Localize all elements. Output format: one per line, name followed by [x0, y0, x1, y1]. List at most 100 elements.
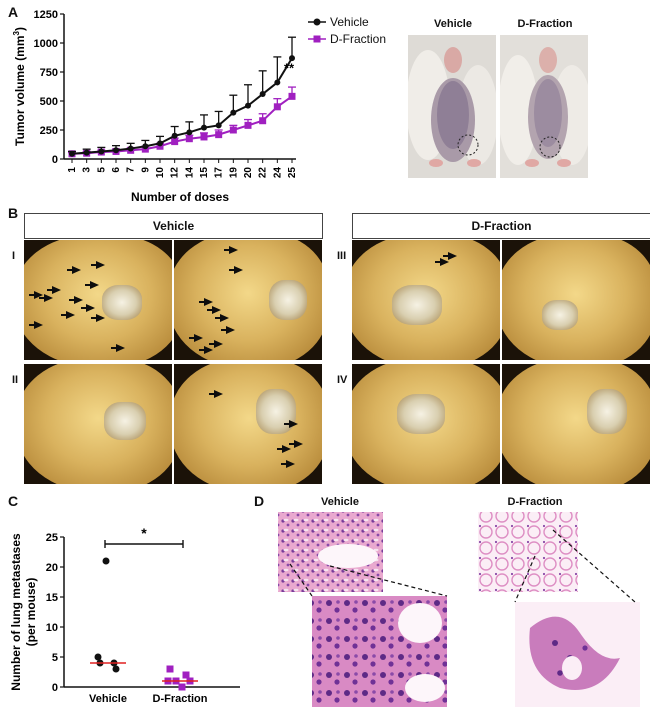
dfraction-point-c [178, 683, 186, 691]
x-tick-label-a: 19 [228, 167, 239, 179]
vehicle-point [113, 147, 119, 154]
vehicle-point [83, 149, 90, 156]
y-axis-label-a: Tumor volume (mm3) [12, 27, 27, 146]
y-axis-label-c: Number of lung metastases [9, 533, 23, 691]
y-tick-label-c: 5 [52, 652, 58, 664]
panel-letter-b: B [8, 205, 19, 221]
y-tick-label-a: 1000 [34, 38, 58, 50]
panel-letter-c: C [8, 493, 19, 509]
legend-vehicle-marker [313, 18, 321, 26]
metastasis-arrow [66, 311, 75, 319]
vehicle-point [186, 129, 193, 136]
metastasis-arrow [282, 445, 291, 453]
lung-photo-vehicle-1a [24, 240, 172, 360]
y-tick-label-a: 0 [52, 154, 58, 166]
y-tick-label-a: 250 [40, 125, 58, 137]
legend-dfraction-marker [313, 35, 321, 43]
mouse-vehicle-drawing [408, 35, 496, 178]
y-tick-label-a: 500 [40, 96, 58, 108]
metastasis-arrow [214, 390, 223, 398]
x-tick-label-a: 17 [214, 167, 225, 179]
metastasis-arrows-3a [435, 252, 457, 266]
vehicle-point [171, 132, 178, 139]
x-tick-label-c: D-Fraction [153, 693, 208, 705]
vehicle-line [71, 57, 293, 155]
dfraction-point [288, 92, 296, 100]
metastasis-arrow [96, 261, 105, 269]
y-axis-label-c-line2: (per mouse) [24, 578, 38, 647]
metastasis-arrow [116, 344, 125, 352]
vehicle-point [245, 102, 251, 109]
x-tick-label-a: 10 [155, 167, 166, 179]
x-tick-label-a: 25 [287, 167, 298, 179]
x-tick-label-a: 14 [184, 167, 195, 179]
histology-panels [278, 512, 640, 707]
vehicle-point [289, 55, 295, 62]
vehicle-point [142, 143, 149, 150]
vehicle-point-c [102, 557, 110, 565]
legend-vehicle-label: Vehicle [330, 15, 369, 29]
x-tick-label-a: 24 [272, 167, 283, 179]
roman-iv: IV [337, 374, 348, 386]
group-box-vehicle: Vehicle [24, 213, 323, 239]
lung-photo-dfraction-4a [352, 364, 500, 484]
x-tick-label-a: 5 [96, 167, 107, 173]
dfraction-point [229, 126, 237, 134]
lung-photo-dfraction-3b [502, 240, 650, 360]
legend-dfraction-label: D-Fraction [330, 32, 387, 46]
roman-ii: II [12, 374, 19, 386]
metastasis-arrow [289, 420, 298, 428]
histo-label-dfraction: D-Fraction [507, 496, 563, 508]
metastasis-arrow [86, 304, 95, 312]
lung-photo-vehicle-1b [174, 240, 322, 360]
x-tick-label-a: 9 [140, 167, 151, 173]
mouse-dfraction-drawing [500, 35, 588, 178]
group-box-dfraction: D-Fraction [352, 213, 650, 239]
metastasis-arrow [448, 252, 457, 260]
y-tick-label-c: 0 [52, 682, 58, 694]
vehicle-point-c [94, 653, 102, 661]
photo-label-vehicle: Vehicle [434, 18, 472, 30]
x-tick-label-a: 12 [170, 167, 181, 179]
vehicle-point [201, 124, 207, 131]
histo-dfraction-low [478, 512, 578, 592]
metastasis-arrow [294, 440, 303, 448]
dfraction-point [244, 121, 252, 129]
x-tick-label-a: 3 [82, 167, 93, 173]
significance-c: * [141, 525, 147, 541]
y-tick-label-a: 1250 [34, 9, 58, 21]
vehicle-point [274, 79, 281, 86]
roman-i: I [12, 250, 16, 262]
dfraction-point-c [166, 665, 174, 673]
legend-a: Vehicle D-Fraction [306, 13, 396, 53]
metastasis-arrow [72, 266, 81, 274]
x-tick-label-a: 7 [126, 167, 137, 173]
vehicle-point [157, 140, 163, 147]
roman-iii: III [337, 250, 347, 262]
vehicle-point [69, 150, 75, 157]
x-tick-label-a: 6 [111, 167, 122, 173]
metastasis-arrow [286, 460, 295, 468]
metastasis-arrow [234, 266, 243, 274]
dfraction-point [200, 133, 208, 141]
vehicle-point [98, 148, 105, 155]
vehicle-point [230, 109, 237, 116]
vehicle-point-c [112, 665, 120, 673]
lung-photo-dfraction-3a [352, 240, 500, 360]
metastasis-arrow [34, 321, 43, 329]
metastasis-arrows-2b [209, 390, 303, 468]
metastasis-arrow [194, 334, 203, 342]
y-tick-label-c: 10 [46, 622, 58, 634]
dfraction-point [259, 117, 267, 125]
metastasis-arrow [96, 314, 105, 322]
metastasis-arrow [220, 314, 229, 322]
x-tick-label-a: 15 [199, 167, 210, 179]
metastasis-arrow [212, 306, 221, 314]
dfraction-point [185, 135, 193, 143]
y-tick-label-c: 25 [46, 532, 58, 544]
y-tick-label-c: 15 [46, 592, 58, 604]
dfraction-point [273, 103, 281, 111]
metastasis-arrow [226, 326, 235, 334]
x-tick-label-c: Vehicle [89, 693, 127, 705]
metastasis-arrow [440, 258, 449, 266]
